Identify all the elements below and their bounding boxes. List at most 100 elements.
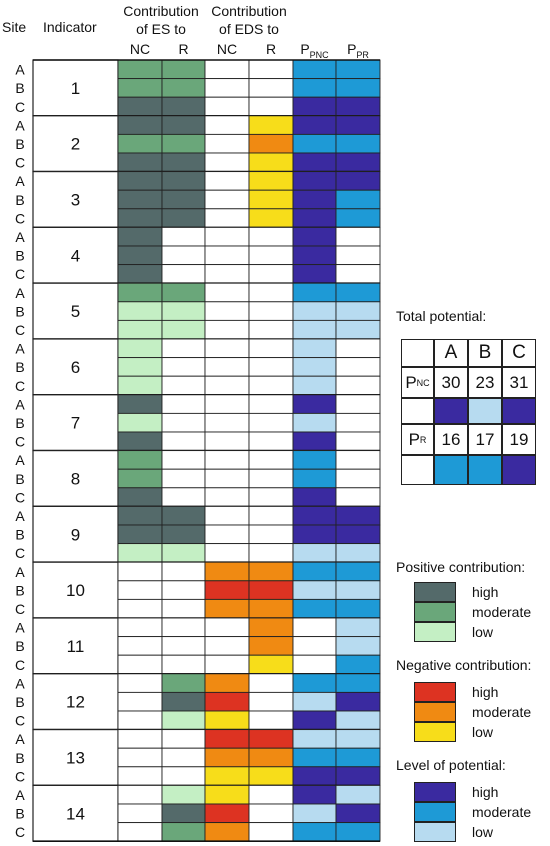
legend-label-moderate: moderate	[472, 804, 532, 820]
site-label: B	[15, 806, 24, 822]
tp-site-header: C	[502, 339, 536, 367]
site-label: A	[15, 620, 25, 636]
positive-legend-title: Positive contribution:	[396, 559, 526, 575]
indicator-cell	[32, 282, 119, 340]
site-label: C	[15, 824, 25, 840]
site-label: B	[15, 359, 24, 375]
tp-pnc-value: 30	[434, 367, 468, 398]
eds-r-header: R	[265, 41, 277, 57]
legend-swatch-low	[414, 822, 456, 842]
site-label: A	[15, 508, 25, 524]
indicator-label: 4	[71, 246, 80, 265]
tp-pnc-value: 23	[468, 367, 502, 398]
legend-label-low: low	[472, 624, 494, 640]
tp-pnc-color	[502, 398, 536, 424]
site-label: B	[15, 527, 24, 543]
tp-pnc-color	[434, 398, 468, 424]
indicator-cell	[32, 784, 119, 842]
site-label: C	[15, 768, 25, 784]
legend-swatch-low	[414, 722, 456, 742]
tp-pr-color	[468, 455, 502, 485]
site-label: B	[15, 192, 24, 208]
site-label: C	[15, 155, 25, 171]
indicator-label: 14	[66, 804, 85, 823]
site-label: A	[15, 731, 25, 747]
tp-blank-cell	[401, 455, 434, 485]
potential-legend-title: Level of potential:	[396, 757, 506, 773]
site-label: C	[15, 322, 25, 338]
site-label: C	[15, 434, 25, 450]
site-label: B	[15, 471, 24, 487]
site-label: B	[15, 248, 24, 264]
site-label: A	[15, 396, 25, 412]
site-label: A	[15, 675, 25, 691]
site-label: C	[15, 489, 25, 505]
legend-label-low: low	[472, 724, 494, 740]
site-label: C	[15, 601, 25, 617]
tp-pr-color	[434, 455, 468, 485]
tp-pr-value: 19	[502, 424, 536, 455]
site-label: C	[15, 378, 25, 394]
legend-swatch-moderate	[414, 802, 456, 822]
legend-swatch-high	[414, 782, 456, 802]
indicator-header: Indicator	[43, 19, 97, 35]
tp-corner-cell	[401, 339, 434, 367]
site-label: A	[15, 787, 25, 803]
site-label: C	[15, 713, 25, 729]
tp-blank-cell	[401, 398, 434, 424]
eds-group-header-line1: Contribution	[211, 3, 287, 19]
tp-site-header: B	[468, 339, 502, 367]
tp-pnc-label: P NC	[401, 367, 434, 398]
tp-pr-value: 17	[468, 424, 502, 455]
site-label: A	[15, 564, 25, 580]
site-label: A	[15, 341, 25, 357]
indicator-cell	[32, 226, 119, 284]
site-label: A	[15, 229, 25, 245]
site-label: C	[15, 657, 25, 673]
site-label: A	[15, 285, 25, 301]
legend-label-moderate: moderate	[472, 704, 532, 720]
indicator-label: 1	[71, 79, 80, 98]
site-label: B	[15, 303, 24, 319]
site-label: B	[15, 638, 24, 654]
es-nc-header: NC	[129, 41, 151, 57]
legend-swatch-high	[414, 582, 456, 602]
legend-swatch-moderate	[414, 702, 456, 722]
indicator-cell	[32, 115, 119, 173]
indicator-label: 8	[71, 470, 80, 489]
site-header: Site	[2, 19, 27, 35]
legend-label-high: high	[472, 584, 499, 600]
indicator-label: 7	[71, 414, 80, 433]
legend-label-high: high	[472, 784, 499, 800]
tp-pnc-value: 31	[502, 367, 536, 398]
indicator-cell	[32, 59, 119, 117]
site-label: A	[15, 62, 25, 78]
site-label: C	[15, 210, 25, 226]
p-pnc-header: PPNC	[300, 41, 329, 60]
indicator-cell	[32, 505, 119, 563]
site-label: A	[15, 173, 25, 189]
legend-label-high: high	[472, 684, 499, 700]
site-label: B	[15, 750, 24, 766]
site-label: A	[15, 117, 25, 133]
indicator-cell	[32, 673, 119, 731]
indicator-label: 12	[66, 693, 85, 712]
site-label: C	[15, 266, 25, 282]
legend-swatch-low	[414, 622, 456, 642]
tp-pr-value: 16	[434, 424, 468, 455]
tp-site-header: A	[434, 339, 468, 367]
total-potential-title: Total potential:	[396, 308, 487, 324]
indicator-label: 5	[71, 302, 80, 321]
site-label: B	[15, 415, 24, 431]
indicator-label: 9	[71, 525, 80, 544]
indicator-label: 13	[66, 749, 85, 768]
site-label: B	[15, 136, 24, 152]
eds-nc-header: NC	[216, 41, 238, 57]
indicator-label: 11	[67, 637, 85, 656]
legend-swatch-high	[414, 682, 456, 702]
legend-label-low: low	[472, 824, 494, 840]
tp-pnc-color	[468, 398, 502, 424]
